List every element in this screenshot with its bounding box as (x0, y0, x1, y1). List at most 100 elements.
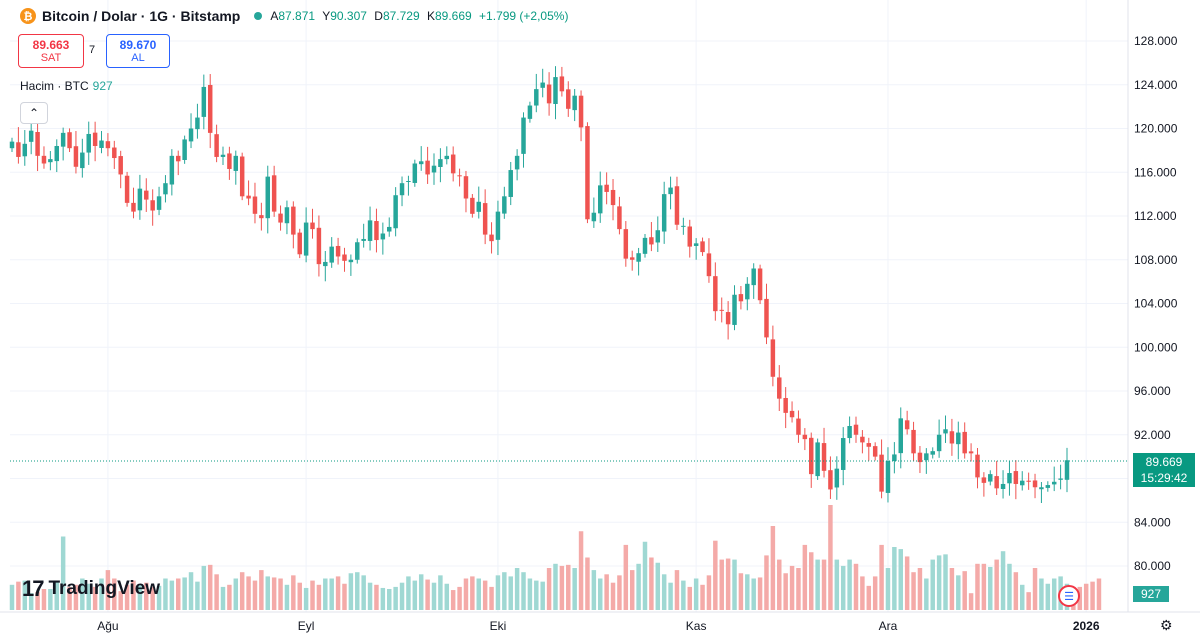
volume-bar (610, 582, 616, 610)
us-flag-icon[interactable]: ☰ (1058, 585, 1080, 607)
volume-bar (150, 586, 155, 610)
volume-bar (578, 531, 584, 610)
candle (252, 182, 258, 224)
candle (668, 176, 673, 210)
candle (412, 159, 418, 187)
volume-bar (1039, 578, 1044, 610)
volume-bar (22, 580, 28, 610)
candle (60, 127, 66, 161)
buy-label: AL (131, 52, 145, 64)
candle (962, 422, 967, 459)
candle (828, 456, 833, 499)
candle (278, 205, 283, 231)
collapse-legend-button[interactable]: ⌃ (20, 102, 48, 124)
candle (751, 263, 756, 299)
volume-legend[interactable]: Hacim · BTC 927 (20, 79, 113, 93)
candle (572, 89, 577, 122)
candle (355, 238, 360, 264)
volume-bar (476, 578, 481, 610)
volume-bar (387, 589, 392, 610)
candle (687, 219, 692, 258)
volume-bar (700, 584, 705, 610)
candle (233, 150, 239, 185)
volume-bar (636, 563, 641, 610)
candle (284, 200, 290, 235)
candle (156, 186, 162, 216)
candle (41, 146, 47, 169)
candle (604, 172, 609, 205)
candle (361, 223, 366, 248)
candle (725, 301, 731, 340)
sell-button[interactable]: 89.663 SAT (18, 34, 84, 68)
volume-bar (892, 547, 897, 610)
volume-bar (271, 577, 277, 610)
volume-bar (284, 584, 290, 610)
candle (482, 189, 488, 245)
candle (777, 365, 782, 412)
candle (527, 101, 533, 123)
symbol-title[interactable]: Bitcoin / Dolar · 1G · Bitstamp (42, 8, 241, 24)
volume-bar (201, 565, 207, 610)
sell-label: SAT (40, 52, 62, 64)
candle (387, 217, 392, 237)
y-tick-label: 108.000 (1134, 253, 1178, 267)
volume-bar (840, 565, 846, 610)
candle (367, 206, 373, 251)
volume-bar (112, 578, 117, 610)
candle (514, 149, 520, 181)
volume-label: Hacim · BTC (20, 79, 89, 93)
volume-bar (207, 564, 213, 610)
volume-bar (412, 580, 418, 610)
volume-bar (943, 554, 948, 610)
candle (176, 150, 181, 176)
candle (112, 140, 117, 169)
last-price-tag: 89.669 15:29:42 (1133, 453, 1195, 487)
volume-bar (898, 549, 903, 610)
volume-bar (917, 568, 923, 610)
volume-bar (623, 544, 629, 610)
candle (860, 430, 865, 454)
volume-bar (527, 578, 533, 610)
volume-bars (9, 505, 1102, 610)
candle (540, 68, 545, 98)
volume-bar (879, 544, 884, 610)
volume-bar (546, 568, 552, 610)
candle (323, 251, 328, 282)
volume-bar (310, 580, 315, 610)
candle (48, 151, 53, 171)
volume-bar (585, 557, 590, 610)
volume-bar (457, 586, 462, 610)
candle (291, 201, 296, 249)
tradingview-logo-icon: 17 (22, 576, 45, 601)
candle (227, 146, 232, 180)
last-price: 89.669 (1145, 455, 1183, 469)
buy-button[interactable]: 89.670 AL (106, 34, 170, 68)
volume-bar (764, 555, 769, 610)
volume-bar (355, 572, 360, 610)
tradingview-logo[interactable]: 17 TradingView (22, 576, 160, 602)
volume-bar (1051, 578, 1057, 610)
candle (470, 194, 475, 218)
candle (188, 113, 194, 149)
volume-bar (1013, 572, 1019, 610)
candle (681, 217, 686, 235)
volume-bar (617, 575, 622, 610)
candle (821, 427, 827, 478)
volume-bar (188, 572, 194, 610)
gear-icon[interactable]: ⚙ (1160, 617, 1173, 633)
volume-bar (975, 563, 980, 610)
volume-bar (828, 505, 833, 610)
candle (898, 407, 903, 469)
x-tick-label: Kas (686, 619, 707, 633)
volume-bar (28, 593, 34, 610)
volume-bar (156, 585, 162, 610)
candle (693, 238, 699, 260)
volume-bar (105, 570, 111, 610)
volume-bar (681, 580, 686, 610)
volume-bar (981, 563, 987, 610)
candle (1032, 473, 1038, 499)
volume-bar (559, 565, 565, 610)
volume-bar (118, 591, 123, 610)
volume-bar (885, 568, 891, 610)
